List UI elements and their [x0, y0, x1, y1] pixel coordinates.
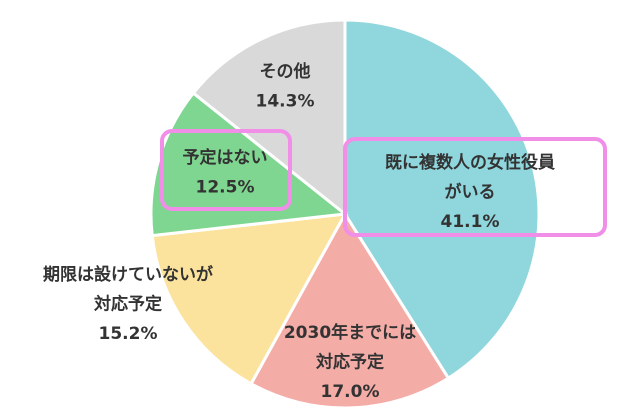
value-label: 15.2% [99, 324, 158, 344]
pie [149, 18, 541, 410]
category-label: 対応予定 [315, 352, 384, 373]
pie-slice [150, 212, 348, 386]
value-label: 17.0% [321, 382, 380, 402]
pie-slice [191, 18, 347, 218]
value-label: 14.3% [256, 92, 315, 112]
pie-slice [249, 211, 451, 410]
category-label: 予定はない [183, 147, 268, 168]
highlight-box [160, 129, 292, 211]
category-label: その他 [260, 61, 311, 82]
category-label: 対応予定 [93, 294, 162, 315]
value-label: 12.5% [196, 178, 255, 198]
category-label: 2030年までには [284, 322, 416, 343]
value-label: 41.1% [441, 212, 500, 232]
category-label: 期限は設けていないが [43, 264, 213, 285]
labels: 既に複数人の女性役員がいる41.1%2030年までには対応予定17.0%期限は設… [43, 61, 555, 402]
category-label: 既に複数人の女性役員 [385, 152, 555, 173]
category-label: がいる [445, 182, 496, 203]
highlight-box [343, 137, 607, 237]
pie-slice [149, 90, 349, 238]
